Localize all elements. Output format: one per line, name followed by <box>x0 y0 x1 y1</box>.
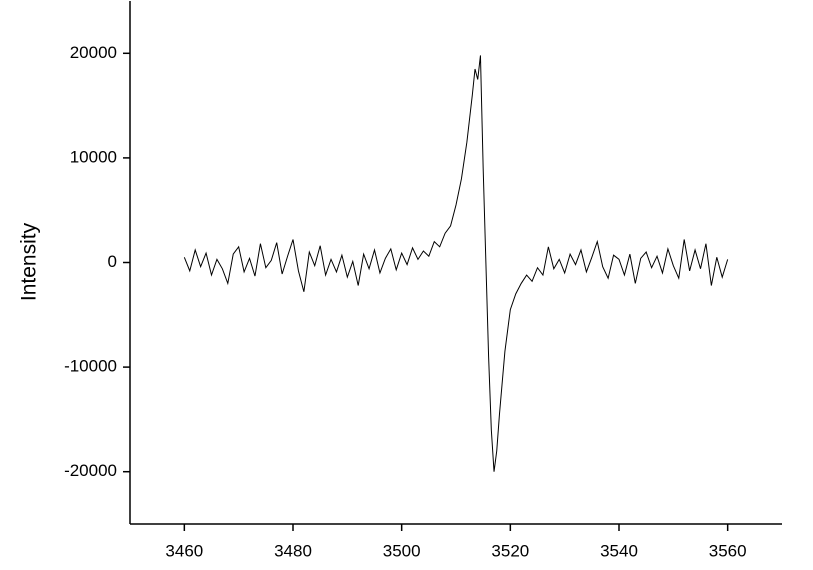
x-tick-label: 3460 <box>165 541 203 560</box>
y-tick-label: -10000 <box>64 357 117 376</box>
y-tick-label: -20000 <box>64 461 117 480</box>
y-tick-label: 0 <box>108 252 117 271</box>
x-tick-label: 3480 <box>274 541 312 560</box>
x-tick-label: 3500 <box>383 541 421 560</box>
y-tick-label: 20000 <box>70 43 117 62</box>
x-tick-label: 3540 <box>600 541 638 560</box>
data-line <box>183 55 729 472</box>
x-tick-label: 3520 <box>491 541 529 560</box>
y-axis-title: Intensity <box>18 222 41 301</box>
x-tick-label: 3560 <box>709 541 747 560</box>
y-tick-label: 10000 <box>70 147 117 166</box>
